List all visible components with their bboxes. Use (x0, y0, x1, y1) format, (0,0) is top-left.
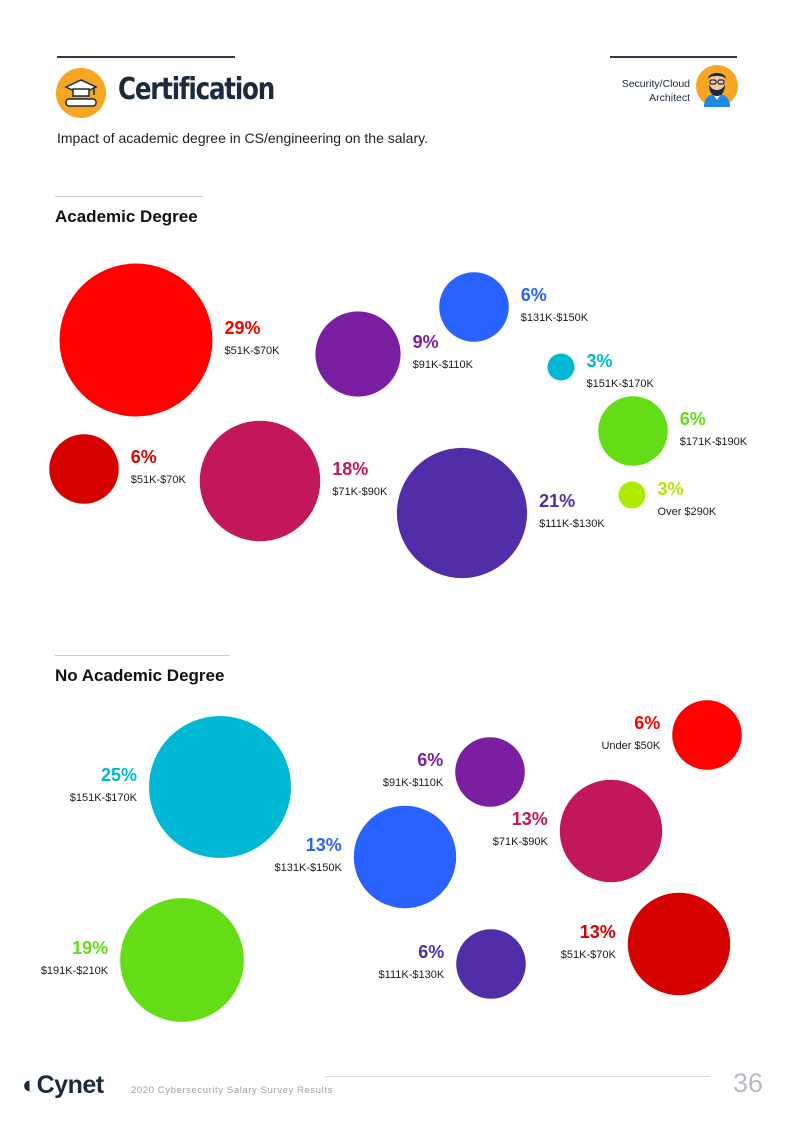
bubble-salary-label: $51K-$70K (224, 345, 280, 357)
bubble-academic-5 (49, 434, 119, 504)
bubble-no-academic-6 (456, 929, 526, 999)
bubble-salary-label: Over $290K (658, 506, 717, 518)
bubble-salary-label: $51K-$70K (561, 949, 617, 961)
bubble-percent-label: 6% (680, 409, 706, 429)
bubble-percent-label: 9% (413, 332, 439, 352)
bubble-percent-label: 6% (634, 713, 660, 733)
bubble-percent-label: 21% (539, 491, 575, 511)
bubble-no-academic-0 (149, 716, 291, 858)
page-title: Certification (118, 72, 275, 107)
bubble-salary-label: $91K-$110K (413, 359, 474, 371)
bubble-academic-0 (59, 263, 213, 417)
bubble-salary-label: $51K-$70K (131, 474, 187, 486)
bubble-no-academic-7 (627, 892, 731, 996)
bubble-salary-label: $131K-$150K (275, 862, 343, 874)
bubble-salary-label: $131K-$150K (521, 312, 589, 324)
role-line-2: Architect (649, 92, 690, 104)
bubble-percent-label: 13% (580, 922, 616, 942)
bubble-salary-label: $111K-$130K (379, 969, 445, 981)
bubble-percent-label: 29% (224, 318, 260, 338)
section-title-academic: Academic Degree (55, 207, 198, 226)
header-rule-right (610, 56, 737, 58)
footer-rule (325, 1076, 710, 1077)
architect-avatar-icon (696, 65, 738, 107)
bubble-percent-label: 13% (512, 809, 548, 829)
bubble-no-academic-1 (455, 737, 525, 807)
bubble-no-academic-3 (353, 805, 457, 909)
graduation-cap-icon (56, 68, 106, 118)
bubble-academic-2 (439, 272, 509, 342)
bubble-percent-label: 19% (72, 938, 108, 958)
bubble-percent-label: 18% (332, 459, 368, 479)
bubble-percent-label: 3% (587, 351, 613, 371)
bubble-academic-7 (396, 447, 528, 579)
bubble-salary-label: $71K-$90K (493, 836, 549, 848)
bubble-salary-label: $151K-$170K (587, 378, 655, 390)
section-title-no-academic: No Academic Degree (55, 666, 225, 685)
bubble-academic-4 (598, 396, 668, 466)
bubble-salary-label: $91K-$110K (383, 777, 444, 789)
section-rule-academic (55, 196, 202, 197)
bubble-academic-1 (315, 311, 401, 397)
role-label: Security/Cloud Architect (622, 77, 690, 105)
page-number: 36 (732, 1068, 763, 1098)
section-rule-no-academic (55, 655, 230, 656)
bubble-no-academic-4 (559, 779, 663, 883)
bubble-percent-label: 6% (418, 942, 444, 962)
bubble-percent-label: 25% (101, 765, 137, 785)
bubble-academic-6 (199, 420, 321, 542)
bubble-percent-label: 6% (131, 447, 157, 467)
bubble-salary-label: $71K-$90K (332, 486, 388, 498)
bubble-salary-label: $151K-$170K (70, 792, 138, 804)
bubble-salary-label: Under $50K (601, 740, 660, 752)
brand-name: Cynet (36, 1071, 104, 1099)
bubble-salary-label: $171K-$190K (680, 436, 748, 448)
bubble-academic-3 (547, 353, 575, 381)
bubble-no-academic-2 (672, 700, 742, 770)
bubble-percent-label: 3% (658, 479, 684, 499)
role-line-1: Security/Cloud (621, 78, 690, 90)
cynet-logo-mark-icon: ◐ (22, 1071, 37, 1099)
bubble-percent-label: 6% (521, 285, 547, 305)
bubble-no-academic-5 (120, 898, 244, 1022)
page-subtitle: Impact of academic degree in CS/engineer… (57, 130, 428, 146)
bubble-percent-label: 13% (306, 835, 342, 855)
bubble-academic-8 (618, 481, 646, 509)
bubble-salary-label: $191K-$210K (41, 965, 109, 977)
bubble-salary-label: $111K-$130K (539, 518, 605, 530)
cynet-logo: ◐Cynet (22, 1071, 104, 1100)
header-rule-left (57, 56, 235, 58)
bubble-percent-label: 6% (417, 750, 443, 770)
footer-report-title: 2020 Cybersecurity Salary Survey Results (131, 1085, 333, 1096)
